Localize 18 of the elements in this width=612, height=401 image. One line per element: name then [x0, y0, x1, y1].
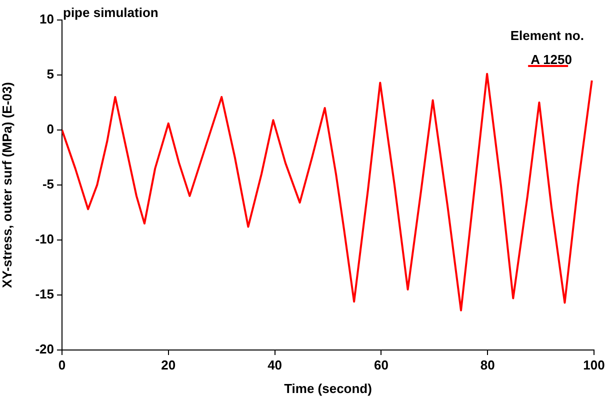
- legend-title: Element no.: [510, 28, 584, 43]
- x-tick-label: 80: [480, 357, 495, 372]
- x-tick-label: 60: [374, 357, 388, 372]
- y-tick-label: -15: [35, 286, 54, 302]
- x-tick-label: 20: [161, 357, 176, 372]
- x-axis-title: Time (second): [284, 380, 372, 396]
- y-axis-title: XY-stress, outer surf (MPa) (E-03): [0, 82, 14, 288]
- x-tick-label: 0: [58, 357, 66, 372]
- y-tick-label: -10: [35, 232, 54, 247]
- series-label: A 1250: [530, 52, 572, 67]
- x-tick-label: 40: [268, 357, 282, 372]
- y-tick-label: 10: [40, 12, 54, 27]
- y-tick-label: 0: [46, 122, 54, 137]
- y-tick-label: -5: [42, 176, 54, 192]
- chart-title: pipe simulation: [63, 5, 158, 20]
- y-tick-label: -20: [35, 342, 54, 357]
- x-tick-label: 100: [583, 357, 605, 372]
- y-tick-label: 5: [46, 66, 54, 82]
